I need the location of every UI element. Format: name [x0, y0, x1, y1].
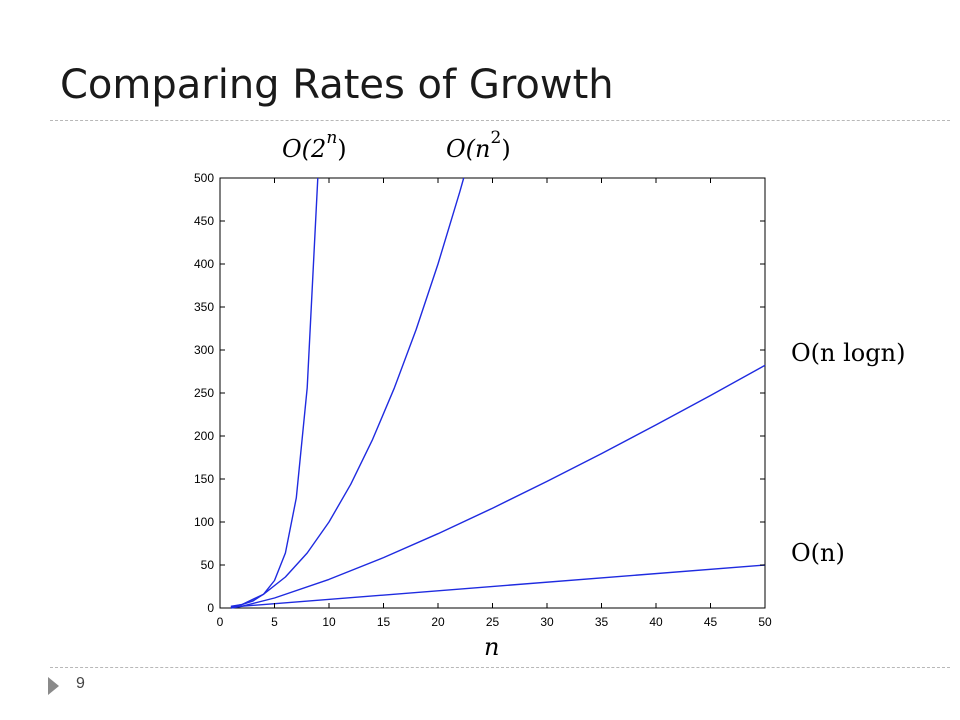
label-nlogn: O(n logn): [791, 339, 906, 367]
footer-bullet-icon: [48, 677, 59, 695]
x-tick-label: 15: [377, 615, 391, 629]
x-tick-label: 30: [540, 615, 554, 629]
x-tick-label: 45: [704, 615, 718, 629]
label-quadratic: O(n2): [446, 128, 511, 164]
y-tick-label: 100: [194, 515, 214, 529]
slide-title: Comparing Rates of Growth: [60, 62, 614, 108]
series-nlogn: [230, 364, 766, 609]
y-tick-label: 450: [194, 214, 214, 228]
x-tick-label: 5: [271, 615, 278, 629]
y-tick-label: 0: [207, 601, 214, 615]
x-tick-label: 20: [431, 615, 445, 629]
y-tick-label: 500: [194, 171, 214, 185]
label-exponential: O(2n): [282, 128, 347, 164]
x-axis-label: n: [484, 633, 500, 661]
x-tick-label: 35: [595, 615, 609, 629]
x-tick-label: 10: [322, 615, 336, 629]
y-tick-label: 300: [194, 343, 214, 357]
label-linear: O(n): [791, 539, 845, 567]
series-linear: [230, 564, 766, 608]
y-tick-label: 150: [194, 472, 214, 486]
y-tick-label: 350: [194, 300, 214, 314]
x-tick-label: 0: [217, 615, 224, 629]
x-tick-label: 50: [758, 615, 772, 629]
page-number: 9: [76, 675, 85, 692]
x-tick-label: 25: [486, 615, 500, 629]
y-tick-label: 50: [201, 558, 215, 572]
x-tick-label: 40: [649, 615, 663, 629]
title-separator: [50, 120, 950, 121]
y-tick-label: 200: [194, 429, 214, 443]
y-tick-label: 400: [194, 257, 214, 271]
footer-separator: [50, 667, 950, 668]
series-quadratic: [230, 177, 465, 608]
plot-frame: [219, 177, 766, 609]
y-tick-label: 250: [194, 386, 214, 400]
